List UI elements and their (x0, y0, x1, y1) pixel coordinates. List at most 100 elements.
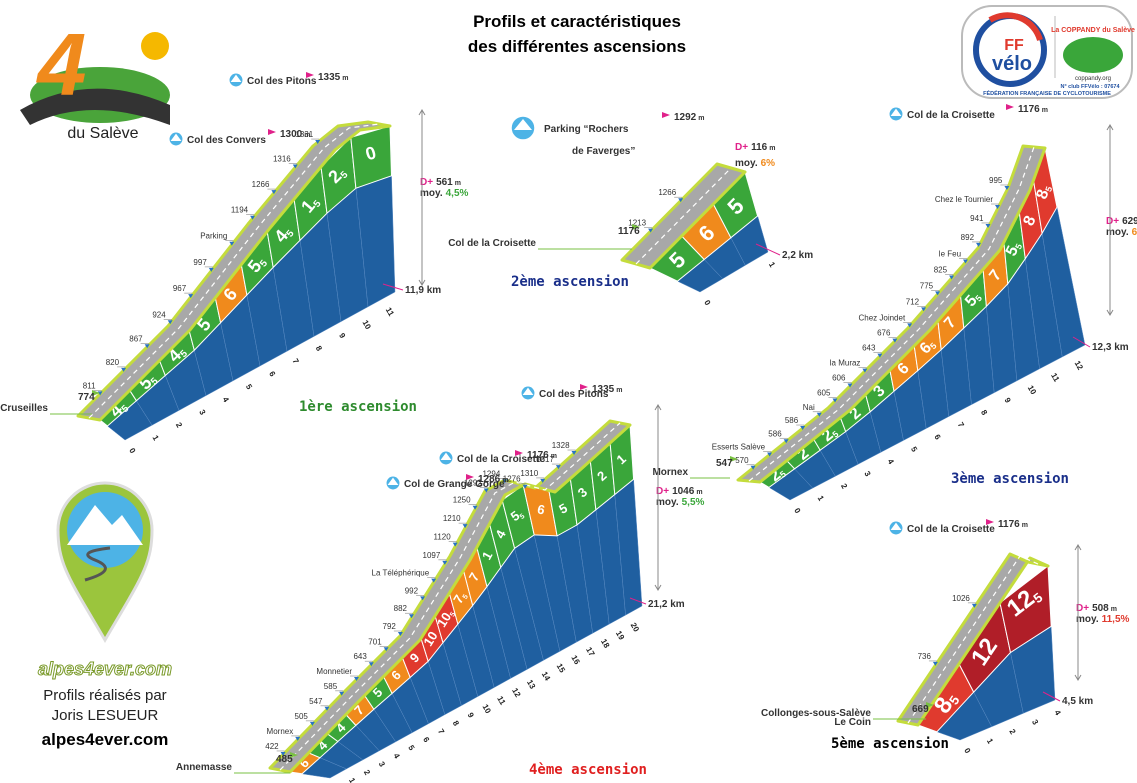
summit-alt-unit: m (1042, 107, 1048, 114)
slope-stripe (350, 125, 393, 189)
slope-decimal: 5 (448, 611, 457, 619)
altitude-label: 1316 (273, 154, 291, 163)
road-centerline (279, 422, 621, 771)
marker (877, 353, 883, 358)
marker (483, 488, 489, 493)
marker (368, 662, 374, 667)
marker (208, 267, 214, 272)
summit-name: de Faverges” (572, 146, 635, 157)
altitude-label: 1120 (433, 533, 451, 542)
km-tick: 3 (377, 760, 387, 769)
altitude-label: 1210 (443, 514, 461, 523)
marker (555, 465, 561, 470)
altitude-label: 941 (970, 214, 984, 223)
avg-prefix: moy. (420, 188, 443, 199)
summit-name: Col des Pitons (539, 389, 609, 400)
summit-name: Col de Grange Gorge (404, 479, 505, 490)
federation: FÉDÉRATION FRANÇAISE DE CYCLOTOURISME (983, 89, 1111, 97)
marker (420, 596, 426, 601)
summit-flag (268, 129, 276, 135)
altitude-label: 643 (862, 344, 876, 353)
altitude-label: 422 (265, 742, 279, 751)
summit-name: Parking “Rochers (544, 124, 629, 135)
average-slope: moy.6% (735, 158, 775, 169)
marker (862, 368, 868, 373)
avg-prefix: moy. (1106, 227, 1129, 238)
road-centerline (635, 167, 732, 265)
marker (309, 721, 315, 726)
km-tick: 7 (290, 357, 300, 366)
slope-decimal: 5 (974, 293, 985, 303)
distance: 4,5 km (1062, 696, 1093, 707)
altitude-label: 643 (353, 652, 367, 661)
km-tick: 11 (384, 306, 396, 318)
road (736, 144, 1047, 484)
summit-alt-value: 1300 (280, 129, 303, 140)
marker (397, 632, 403, 636)
marker (383, 647, 389, 652)
km-tick: 4 (221, 395, 231, 404)
average-slope: moy.6% (1106, 227, 1137, 238)
km-tick: 2 (1007, 728, 1017, 737)
altitude-label: la Muraz (830, 359, 861, 368)
start-flag (632, 224, 640, 230)
altitude-label: 1310 (520, 469, 538, 478)
marker (502, 479, 508, 484)
credit-site: alpes4ever.com (42, 730, 169, 749)
road (76, 120, 392, 422)
km-tick: 2 (362, 768, 372, 777)
ffvelo-ff: FF (1004, 37, 1024, 54)
summit-alt-value: 1292 (674, 112, 697, 123)
marker (892, 338, 898, 343)
marker (963, 259, 968, 264)
distance: 12,3 km (1092, 342, 1129, 353)
km-tick: 1 (816, 494, 826, 503)
slope-decimal: 5 (518, 512, 526, 521)
km-tick: 10 (360, 319, 373, 332)
logo-road (20, 88, 170, 125)
start-alt: 485 (276, 754, 293, 765)
arrow-head (418, 109, 426, 286)
start-flag (730, 456, 738, 462)
club-name: La COPPANDY du Salève (1051, 27, 1135, 34)
marker (750, 465, 756, 470)
start-name: Le Coin (834, 717, 871, 728)
km-tick: 6 (421, 736, 431, 745)
slope-label: 105 (434, 607, 457, 631)
start-flag (92, 390, 100, 396)
km-tick: 3 (1030, 718, 1040, 727)
gain-unit: m (455, 180, 461, 187)
summit-flag (466, 474, 474, 480)
slope-decimal: 5 (311, 198, 323, 210)
slope-label: 6 (536, 502, 546, 518)
km-tick: 11 (1049, 372, 1061, 384)
km-tick: 9 (1002, 396, 1012, 405)
climb-label: 2ème ascension (511, 274, 629, 290)
altitude-label: 1213 (628, 219, 646, 228)
marker (229, 241, 235, 246)
gain-prefix: D+ (1076, 603, 1089, 614)
gain-value: 116 (751, 142, 768, 153)
summit-alt-value: 1176 (1018, 104, 1040, 115)
marker (121, 367, 127, 372)
marker (462, 524, 468, 529)
km-tick: 7 (436, 727, 446, 736)
summit-flag (515, 450, 523, 456)
marker (678, 198, 684, 203)
summit-name: Col des Pitons (247, 76, 317, 87)
marker (472, 505, 478, 510)
km-tick: 18 (599, 637, 612, 650)
km-tick: 6 (267, 370, 277, 379)
km-tick: 4 (886, 457, 896, 466)
gain-value: 1046 (672, 486, 695, 497)
slope-decimal: 5 (1043, 185, 1054, 193)
avg-value: 11,5% (1102, 614, 1130, 625)
start-flag (926, 702, 934, 708)
km-tick: 17 (584, 646, 597, 659)
km-tick: 0 (127, 447, 137, 456)
summit-alt: 1176 m (527, 450, 557, 461)
brand: alpes4ever.com (38, 659, 172, 679)
climb-profile: 8512125012347361026Collonges-sous-Salève… (761, 519, 1130, 755)
road-centerline (748, 146, 1035, 482)
